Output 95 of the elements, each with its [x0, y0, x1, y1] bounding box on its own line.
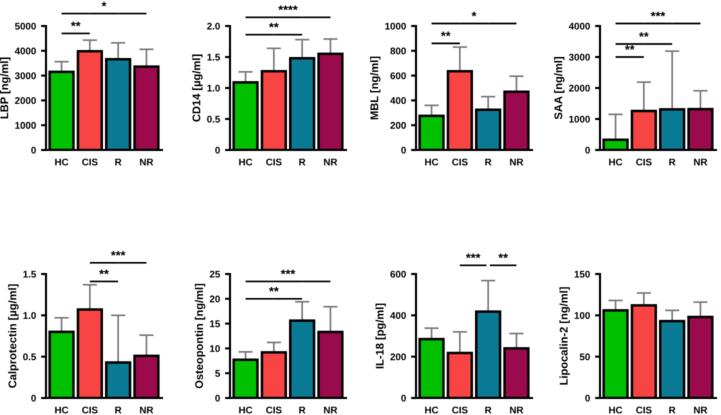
- text: *: [472, 12, 476, 16]
- text: ***: [110, 251, 126, 256]
- x-tick-label: R: [485, 406, 492, 414]
- x-tick-label: HC: [239, 158, 252, 166]
- x-tick-label: CIS: [82, 406, 98, 414]
- x-tick-label: CIS: [82, 158, 98, 166]
- y-tick-label: 150: [574, 270, 590, 278]
- y-tick-label: 5000: [14, 22, 36, 30]
- y-axis-title: Osteopontin [ng/ml]: [194, 284, 206, 388]
- x-tick-label: R: [669, 158, 676, 166]
- y-axis-title: LBP [ng/ml]: [0, 58, 10, 118]
- annotation: **: [440, 32, 451, 36]
- y-tick-label: 0: [585, 394, 590, 402]
- y-tick-label: 1000: [569, 116, 590, 123]
- x-tick-label: CIS: [452, 406, 468, 414]
- annotation: ***: [280, 270, 296, 274]
- x-tick-label: NR: [510, 406, 524, 414]
- y-axis-title: Calprotectin [µg/ml]: [8, 284, 19, 388]
- x-tick-label: HC: [55, 158, 68, 166]
- y-tick-label: 200: [390, 122, 406, 129]
- x-tick-label: CIS: [636, 158, 652, 166]
- annotation: **: [70, 22, 81, 26]
- x-tick-label: HC: [425, 158, 438, 166]
- y-tick-label: 0: [215, 394, 220, 402]
- y-tick-label: 0.5: [23, 353, 36, 360]
- annotation: **: [269, 286, 279, 292]
- x-tick-label: R: [299, 406, 306, 414]
- text: **: [498, 254, 508, 258]
- y-tick-label: 0: [215, 146, 220, 154]
- x-tick-label: CIS: [266, 406, 282, 414]
- y-axis-title: IL-18 [pg/ml]: [375, 304, 386, 368]
- y-tick-label: 10: [210, 345, 220, 352]
- y-tick-label: 600: [390, 72, 406, 80]
- y-tick-label: 4000: [568, 22, 590, 30]
- x-tick-label: HC: [239, 406, 252, 414]
- y-tick-label: 5: [215, 370, 220, 377]
- x-tick-label: R: [669, 406, 676, 414]
- x-tick-label: R: [115, 158, 122, 166]
- x-tick-label: HC: [55, 406, 68, 414]
- x-tick-label: CIS: [636, 406, 652, 414]
- y-tick-label: 1.5: [207, 54, 220, 61]
- y-tick-label: 1.0: [207, 84, 220, 92]
- y-tick-label: 600: [390, 270, 406, 278]
- y-tick-label: 0: [401, 394, 406, 402]
- x-tick-label: NR: [694, 406, 708, 414]
- x-tick-label: HC: [609, 406, 622, 414]
- x-tick-label: CIS: [452, 158, 468, 166]
- x-tick-label: HC: [425, 406, 438, 414]
- y-tick-label: 0: [31, 394, 36, 402]
- annotation: **: [99, 270, 109, 274]
- y-tick-label: 400: [390, 312, 406, 319]
- y-tick-label: 50: [580, 353, 590, 360]
- y-tick-label: 1000: [15, 122, 36, 129]
- x-tick-label: NR: [324, 406, 338, 414]
- text: ***: [650, 12, 666, 16]
- text: *: [102, 2, 106, 6]
- x-tick-label: NR: [140, 406, 154, 414]
- text: ****: [278, 6, 298, 10]
- y-tick-label: 2000: [568, 84, 590, 92]
- y-axis-title: CD14 [µg/ml]: [192, 54, 203, 122]
- x-tick-label: NR: [694, 158, 708, 166]
- y-tick-label: 100: [574, 312, 590, 319]
- y-tick-label: 400: [390, 97, 406, 104]
- x-tick-label: NR: [324, 158, 338, 166]
- x-tick-label: CIS: [266, 158, 282, 166]
- y-tick-label: 0: [401, 146, 406, 154]
- y-tick-label: 800: [390, 48, 406, 54]
- y-axis-title: Lipocalin-2 [ng/ml]: [559, 287, 570, 385]
- y-tick-label: 200: [390, 353, 406, 360]
- y-tick-label: 2.0: [207, 22, 220, 30]
- annotation: **: [639, 32, 649, 37]
- y-tick-label: 1000: [385, 22, 406, 30]
- annotation: **: [624, 45, 635, 50]
- x-tick-label: R: [299, 158, 306, 166]
- y-tick-label: 1.5: [23, 270, 36, 278]
- y-tick-label: 1.0: [23, 312, 36, 319]
- x-tick-label: NR: [140, 158, 154, 166]
- y-tick-label: 20: [210, 296, 220, 302]
- y-tick-label: 25: [210, 270, 220, 278]
- y-tick-label: 4000: [14, 48, 36, 54]
- y-axis-title: MBL [ng/ml]: [370, 56, 380, 120]
- y-tick-label: 0: [585, 146, 590, 154]
- y-tick-label: 0: [31, 146, 36, 154]
- y-tick-label: 15: [210, 320, 220, 328]
- x-tick-label: R: [485, 158, 492, 166]
- x-tick-label: R: [115, 406, 122, 414]
- x-tick-label: HC: [609, 158, 622, 166]
- x-tick-label: NR: [510, 158, 524, 166]
- y-tick-label: 3000: [14, 72, 36, 80]
- y-tick-label: 2000: [14, 97, 36, 104]
- y-axis-title: SAA [ng/ml]: [554, 57, 564, 120]
- y-tick-label: 0.5: [207, 116, 220, 123]
- y-tick-label: 3000: [568, 54, 590, 61]
- text: ***: [466, 254, 480, 258]
- annotation: **: [269, 22, 279, 28]
